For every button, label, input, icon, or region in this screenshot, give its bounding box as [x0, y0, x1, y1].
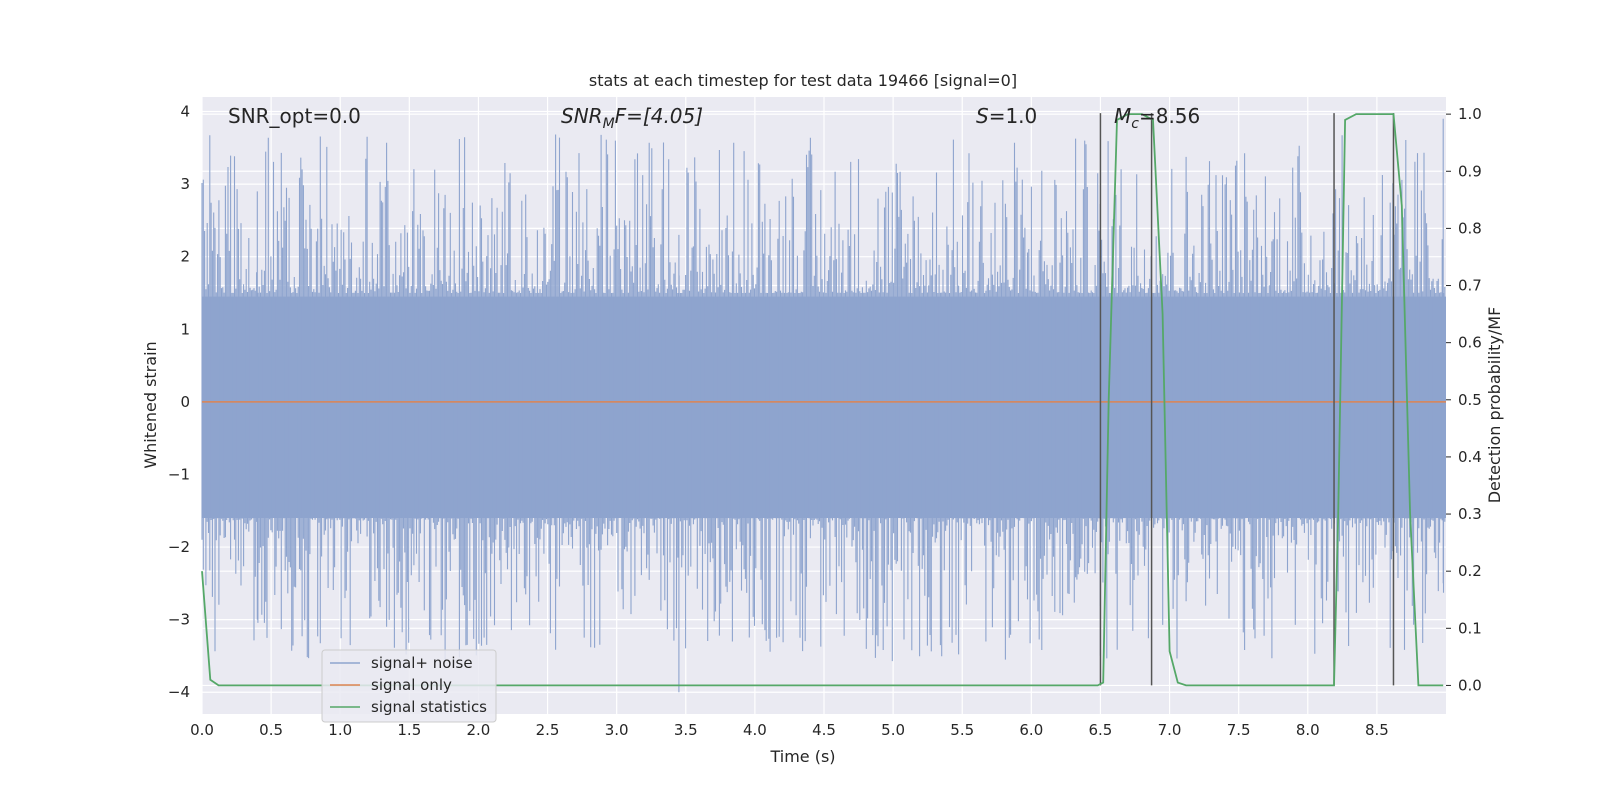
x-tick-label: 0.5 — [259, 721, 283, 739]
y-tick-label: 2 — [180, 248, 190, 266]
x-tick-label: 1.0 — [328, 721, 352, 739]
statistics-line — [201, 113, 1444, 687]
y-right-tick-label: 0.7 — [1458, 277, 1482, 295]
annotation-snr-mf-sub: M — [603, 116, 615, 132]
annotation-snr-opt: SNR_opt=0.0 — [228, 104, 361, 128]
x-tick-label: 5.5 — [950, 721, 974, 739]
annotation-mc-sub: c — [1131, 116, 1139, 132]
y-tick-label: −1 — [168, 465, 190, 483]
y-tick-label: −3 — [168, 611, 190, 629]
ticks: 0.0 0.5 1.0 1.5 2.0 2.5 3.0 3.5 4.0 4.5 5.0 5.5 6.0 6… — [168, 103, 1482, 739]
x-tick-label: 1.5 — [397, 721, 421, 739]
noise-spikes — [201, 118, 1446, 693]
annotation-s: S=1.0 — [976, 104, 1037, 128]
y-right-tick-label: 1.0 — [1458, 105, 1482, 123]
noise-body — [202, 296, 1446, 519]
y-right-tick-label: 0.1 — [1458, 619, 1482, 637]
x-tick-label: 6.0 — [1019, 721, 1043, 739]
y-right-tick-label: 0.3 — [1458, 505, 1482, 523]
annotation-mc: Mc=8.56 — [1114, 104, 1200, 132]
x-tick-label: 3.0 — [605, 721, 629, 739]
y-tick-label: −2 — [168, 538, 190, 556]
chart-title: stats at each timestep for test data 194… — [589, 71, 1017, 90]
y-right-tick-label: 0.2 — [1458, 562, 1482, 580]
y-axis-label: Whitened strain — [141, 341, 160, 468]
y-right-tick-label: 0.8 — [1458, 219, 1482, 237]
legend-box — [321, 649, 497, 723]
annotation-mc-base: M — [1114, 104, 1131, 128]
legend-label-noise: signal+ noise — [371, 654, 473, 672]
x-tick-label: 2.0 — [467, 721, 491, 739]
legend-label-signal-only: signal only — [371, 676, 452, 694]
annotations: SNR_opt=0.0 SNRMF=[4.05] S=1.0 Mc=8.56 — [228, 104, 1200, 132]
y-right-tick-label: 0.0 — [1458, 676, 1482, 694]
annotation-snr-mf: SNRMF=[4.05] — [561, 104, 703, 132]
y-tick-label: 1 — [180, 320, 190, 338]
annotation-mc-rest: =8.56 — [1139, 104, 1200, 128]
legend-label-statistics: signal statistics — [371, 698, 487, 716]
x-axis-label: Time (s) — [769, 747, 835, 766]
x-tick-label: 7.5 — [1227, 721, 1251, 739]
annotation-s-italic: S — [976, 104, 989, 128]
y-right-tick-label: 0.9 — [1458, 162, 1482, 180]
x-tick-label: 2.5 — [536, 721, 560, 739]
annotation-snr-mf-base: SNR — [561, 104, 603, 128]
y-axis-label-right: Detection probability/MF — [1485, 307, 1504, 504]
statistics-series — [201, 113, 1444, 687]
x-tick-label: 4.0 — [743, 721, 767, 739]
x-tick-label: 0.0 — [190, 721, 214, 739]
y-right-tick-label: 0.6 — [1458, 334, 1482, 352]
y-tick-label: −4 — [168, 683, 190, 701]
y-tick-label: 4 — [180, 103, 190, 121]
y-right-tick-label: 0.5 — [1458, 391, 1482, 409]
x-tick-label: 8.5 — [1365, 721, 1389, 739]
vertical-markers — [1099, 113, 1395, 686]
x-tick-label: 7.0 — [1158, 721, 1182, 739]
y-tick-label: 0 — [180, 393, 190, 411]
y-right-tick-label: 0.4 — [1458, 448, 1482, 466]
legend: signal+ noise signal only signal statist… — [321, 649, 497, 723]
x-tick-label: 8.0 — [1296, 721, 1320, 739]
annotation-snr-mf-rest: F=[4.05] — [615, 104, 703, 128]
noise-series — [201, 118, 1446, 693]
annotation-s-rest: =1.0 — [989, 104, 1038, 128]
y-tick-label: 3 — [180, 175, 190, 193]
x-tick-label: 5.0 — [881, 721, 905, 739]
x-tick-label: 4.5 — [812, 721, 836, 739]
x-tick-label: 3.5 — [674, 721, 698, 739]
x-tick-label: 6.5 — [1089, 721, 1113, 739]
